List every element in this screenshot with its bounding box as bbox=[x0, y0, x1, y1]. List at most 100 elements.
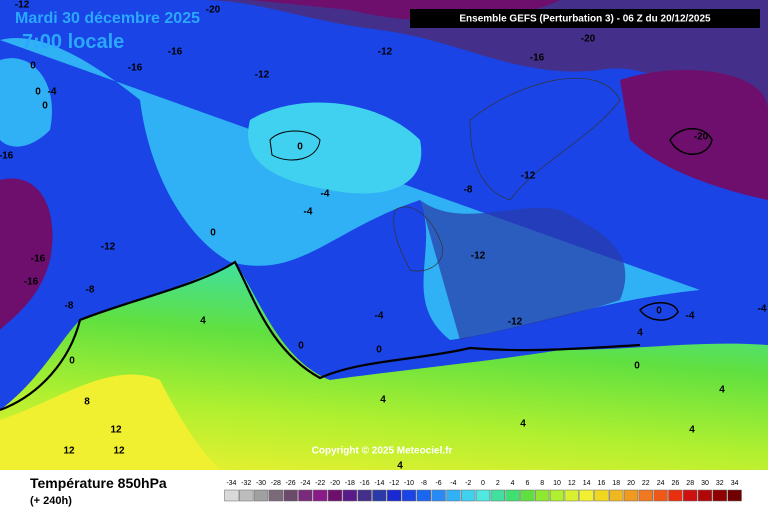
scale-label: 24 bbox=[657, 480, 665, 487]
contour-label: -4 bbox=[304, 207, 313, 218]
scale-swatch bbox=[549, 489, 565, 502]
contour-label: -20 bbox=[581, 34, 596, 45]
scale-swatch bbox=[712, 489, 727, 502]
scale-label: 22 bbox=[642, 480, 650, 487]
contour-label: 12 bbox=[113, 446, 125, 457]
scale-swatch bbox=[683, 489, 698, 502]
contour-label: -16 bbox=[24, 277, 39, 288]
contour-label: 0 bbox=[42, 101, 48, 112]
contour-label: 0 bbox=[69, 356, 75, 367]
contour-label: -8 bbox=[86, 285, 95, 296]
scale-label: -10 bbox=[404, 480, 414, 487]
scale-label: 18 bbox=[612, 480, 620, 487]
contour-label: 4 bbox=[689, 425, 695, 436]
contour-label: -12 bbox=[255, 70, 270, 81]
scale-label: -20 bbox=[330, 480, 340, 487]
scale-swatch bbox=[387, 489, 402, 502]
scale-swatch bbox=[564, 489, 579, 502]
scale-swatch bbox=[623, 489, 639, 502]
contour-label: 12 bbox=[110, 425, 122, 436]
scale-swatch bbox=[416, 489, 431, 502]
contour-label: -20 bbox=[206, 5, 221, 16]
scale-swatch bbox=[535, 489, 550, 502]
variable: Température 850hPa bbox=[30, 475, 167, 491]
scale-label: -32 bbox=[241, 480, 251, 487]
color-scale: -34 -32 -30 -28 -26 -24 -22 -20 -18 -16 -14 -12 -10-… bbox=[224, 480, 742, 502]
scale-label: -2 bbox=[465, 480, 471, 487]
contour-label: 4 bbox=[200, 316, 206, 327]
contour-label: -4 bbox=[686, 311, 695, 322]
map bbox=[0, 0, 768, 470]
scale-label: 2 bbox=[496, 480, 500, 487]
scale-label: -6 bbox=[435, 480, 441, 487]
contour-label: -4 bbox=[758, 304, 767, 315]
scale-swatch bbox=[461, 489, 476, 502]
contour-label: -4 bbox=[48, 87, 57, 98]
scale-swatch bbox=[313, 489, 328, 502]
scale-swatch bbox=[327, 489, 343, 502]
contour-label: 4 bbox=[380, 395, 386, 406]
scale-swatch bbox=[298, 489, 313, 502]
scale-swatch bbox=[475, 489, 491, 502]
lead-time: (+ 240h) bbox=[30, 495, 72, 507]
scale-label: 16 bbox=[598, 480, 606, 487]
scale-label: -34 bbox=[226, 480, 236, 487]
contour-label: -4 bbox=[375, 311, 384, 322]
copyright: Copyright © 2025 Meteociel.fr bbox=[312, 446, 453, 457]
scale-swatch bbox=[239, 489, 254, 502]
scale-label: -12 bbox=[389, 480, 399, 487]
contour-label: -16 bbox=[31, 254, 46, 265]
contour-label: -8 bbox=[65, 301, 74, 312]
scale-label: 30 bbox=[701, 480, 709, 487]
contour-label: 4 bbox=[719, 385, 725, 396]
scale-swatch bbox=[253, 489, 269, 502]
scale-label: 20 bbox=[627, 480, 635, 487]
scale-swatch bbox=[357, 489, 372, 502]
scale-label: 0 bbox=[481, 480, 485, 487]
scale-label: -24 bbox=[300, 480, 310, 487]
contour-label: -12 bbox=[471, 251, 486, 262]
date: Mardi 30 décembre 2025 bbox=[15, 10, 200, 27]
scale-swatch bbox=[505, 489, 520, 502]
contour-label: 12 bbox=[63, 446, 75, 457]
scale-label: -28 bbox=[271, 480, 281, 487]
contour-label: 8 bbox=[84, 397, 90, 408]
contour-label: -16 bbox=[128, 63, 143, 74]
scale-swatch bbox=[653, 489, 668, 502]
scale-swatch bbox=[431, 489, 446, 502]
scale-swatch bbox=[224, 489, 239, 502]
scale-swatch bbox=[372, 489, 387, 502]
scale-swatch bbox=[401, 489, 417, 502]
scale-label: 4 bbox=[511, 480, 515, 487]
scale-label: -26 bbox=[286, 480, 296, 487]
scale-label: 6 bbox=[525, 480, 529, 487]
contour-label: -12 bbox=[101, 242, 116, 253]
contour-label: -12 bbox=[15, 0, 30, 11]
scale-label: -8 bbox=[421, 480, 427, 487]
scale-swatch bbox=[342, 489, 357, 502]
contour-label: -16 bbox=[168, 47, 183, 58]
contour-label: -12 bbox=[378, 47, 393, 58]
contour-label: 0 bbox=[656, 306, 662, 317]
scale-swatch bbox=[490, 489, 505, 502]
contour-label: 4 bbox=[520, 419, 526, 430]
contour-label: 0 bbox=[634, 361, 640, 372]
scale-label: -18 bbox=[345, 480, 355, 487]
contour-label: 4 bbox=[637, 328, 643, 339]
contour-label: -20 bbox=[694, 132, 709, 143]
contour-label: -16 bbox=[530, 53, 545, 64]
scale-label: 14 bbox=[583, 480, 591, 487]
contour-label: -8 bbox=[464, 185, 473, 196]
scale-label: 8 bbox=[540, 480, 544, 487]
scale-swatch bbox=[668, 489, 683, 502]
scale-label: -14 bbox=[374, 480, 384, 487]
scale-swatch bbox=[609, 489, 624, 502]
contour-label: -12 bbox=[508, 317, 523, 328]
scale-label: -30 bbox=[256, 480, 266, 487]
scale-label: 26 bbox=[672, 480, 680, 487]
scale-swatch bbox=[579, 489, 594, 502]
contour-label: -16 bbox=[0, 151, 14, 162]
contour-label: 4 bbox=[397, 461, 403, 472]
